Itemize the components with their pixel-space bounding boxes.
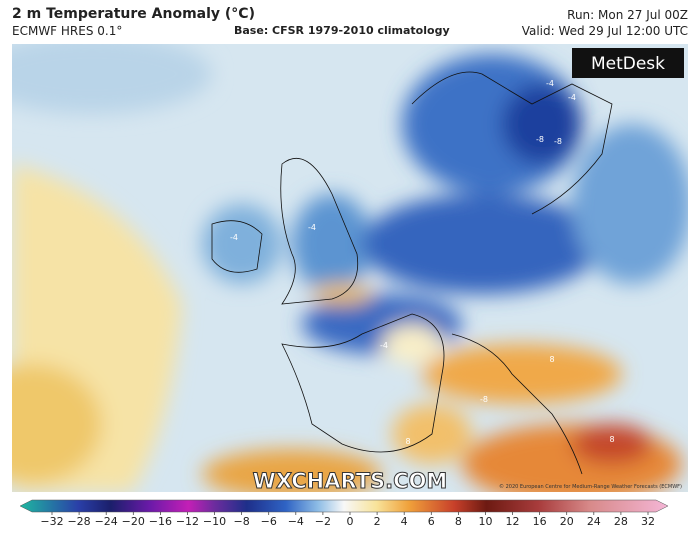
coastlines xyxy=(211,71,613,475)
colorbar-label: 6 xyxy=(428,515,435,528)
anomaly-field xyxy=(12,44,688,492)
colorbar-label: −12 xyxy=(176,515,199,528)
contour-label: -4 xyxy=(546,79,554,88)
base: Base: CFSR 1979-2010 climatology xyxy=(234,24,450,37)
contour-label: -8 xyxy=(480,395,488,404)
contour-label: 8 xyxy=(405,437,410,446)
title: 2 m Temperature Anomaly (°C) xyxy=(12,6,255,22)
colorbar-label: 12 xyxy=(506,515,520,528)
colorbar-label: 10 xyxy=(478,515,492,528)
colorbar-label: 0 xyxy=(347,515,354,528)
colorbar-label: −20 xyxy=(122,515,145,528)
contour-label: -4 xyxy=(230,233,238,242)
valid: Valid: Wed 29 Jul 12:00 UTC xyxy=(521,24,688,38)
contour-label: 8 xyxy=(609,435,614,444)
colorbar-label: 2 xyxy=(374,515,381,528)
colorbar-label: 20 xyxy=(560,515,574,528)
colorbar-label: 28 xyxy=(614,515,628,528)
map: -4 -4 -8 -8 -4 -4 -4 8 8 8 -8 MetDesk WXCHARTS.COM… xyxy=(12,44,688,492)
contour-label: -4 xyxy=(308,223,316,232)
logo: MetDesk xyxy=(591,54,665,74)
contour-label: -8 xyxy=(536,135,544,144)
run: Run: Mon 27 Jul 00Z xyxy=(567,8,688,22)
contour-label: 8 xyxy=(549,355,554,364)
colorbar-label: −10 xyxy=(203,515,226,528)
colorbar-label: −24 xyxy=(95,515,118,528)
copyright: © 2020 European Centre for Medium-Range … xyxy=(499,483,682,490)
contour-label: -8 xyxy=(554,137,562,146)
colorbar-label: −32 xyxy=(40,515,63,528)
colorbar-scale xyxy=(19,499,669,513)
colorbar-label: 4 xyxy=(401,515,408,528)
watermark: WXCHARTS.COM xyxy=(253,469,448,492)
colorbar-label: −16 xyxy=(149,515,172,528)
contour-labels: -4 -4 -8 -8 -4 -4 -4 8 8 8 -8 xyxy=(230,79,615,446)
contour-label: -4 xyxy=(380,341,388,350)
colorbar-label: −2 xyxy=(315,515,331,528)
colorbar-label: −8 xyxy=(234,515,250,528)
contour-label: -4 xyxy=(568,93,576,102)
colorbar-label: −6 xyxy=(261,515,277,528)
colorbar: −32 −28 −24 −20 −16 −12 −10 −8 −6 −4 −2 0 2 4 6 8 10 12 16… xyxy=(19,499,669,528)
colorbar-label: 32 xyxy=(641,515,655,528)
model: ECMWF HRES 0.1° xyxy=(12,24,123,38)
colorbar-label: 24 xyxy=(587,515,601,528)
colorbar-label: 8 xyxy=(455,515,462,528)
colorbar-label: −28 xyxy=(67,515,90,528)
colorbar-label: 16 xyxy=(533,515,547,528)
logo-box xyxy=(572,48,684,78)
colorbar-label: −4 xyxy=(288,515,304,528)
